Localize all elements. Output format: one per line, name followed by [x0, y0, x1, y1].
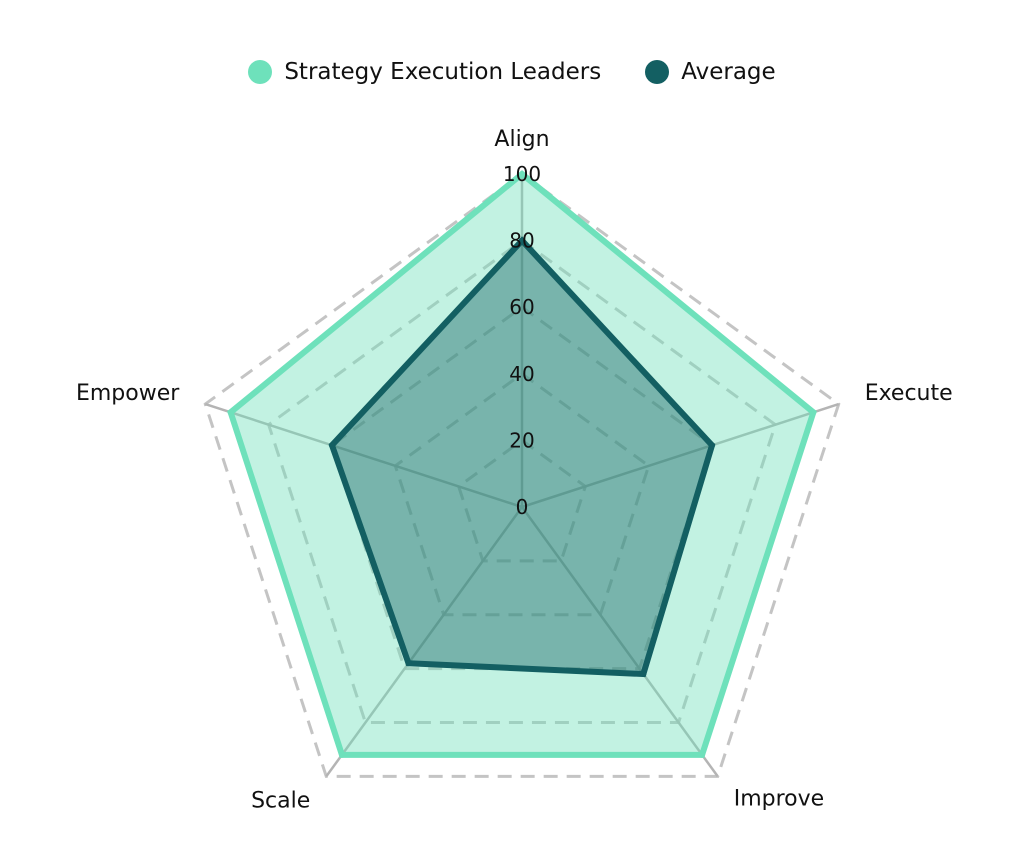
tick-label-20: 20	[509, 428, 534, 452]
spoke-improve	[520, 506, 719, 778]
series-area-average[interactable]	[328, 236, 716, 678]
axis-label-scale: Scale	[251, 788, 310, 813]
data-point-leaders-execute[interactable]	[810, 409, 817, 416]
legend-item-average[interactable]: Average	[645, 59, 776, 85]
radar-series	[227, 170, 817, 758]
tick-label-0: 0	[516, 495, 529, 519]
legend-label-leaders: Strategy Execution Leaders	[284, 59, 602, 85]
grid-ring-20	[456, 438, 588, 563]
data-point-average-improve[interactable]	[640, 671, 647, 678]
axis-label-empower: Empower	[76, 381, 180, 406]
legend-swatch-average	[645, 60, 670, 84]
tick-label-100: 100	[503, 162, 541, 186]
legend-swatch-leaders	[248, 60, 273, 84]
grid-ring-100	[203, 172, 841, 778]
spoke-execute	[521, 402, 840, 509]
radar-ticks: 0 20 40 60 80 100	[503, 162, 541, 519]
legend-item-leaders[interactable]: Strategy Execution Leaders	[248, 59, 601, 85]
axis-label-improve: Improve	[734, 786, 824, 811]
data-point-leaders-improve[interactable]	[699, 751, 706, 758]
data-point-average-align[interactable]	[519, 237, 525, 244]
tick-label-60: 60	[509, 295, 534, 319]
data-point-leaders-scale[interactable]	[338, 751, 345, 758]
legend: Strategy Execution Leaders Average	[0, 52, 1024, 92]
data-point-average-scale[interactable]	[405, 660, 412, 667]
spoke-empower	[204, 402, 523, 509]
series-area-leaders[interactable]	[227, 170, 817, 758]
data-point-leaders-empower[interactable]	[227, 409, 234, 416]
grid-ring-40	[393, 371, 651, 617]
spoke-scale	[325, 506, 524, 778]
grid-ring-80	[266, 238, 778, 725]
axis-label-execute: Execute	[865, 381, 953, 406]
axis-label-align: Align	[494, 127, 549, 152]
data-point-average-empower[interactable]	[328, 442, 335, 449]
data-point-average-execute[interactable]	[709, 442, 716, 449]
radar-spokes	[204, 174, 840, 778]
tick-label-40: 40	[509, 362, 534, 386]
data-point-leaders-align[interactable]	[519, 171, 525, 177]
tick-label-80: 80	[509, 229, 534, 253]
legend-label-average: Average	[681, 59, 776, 85]
radar-axis-labels: Align Execute Improve Scale Empower	[76, 127, 953, 813]
